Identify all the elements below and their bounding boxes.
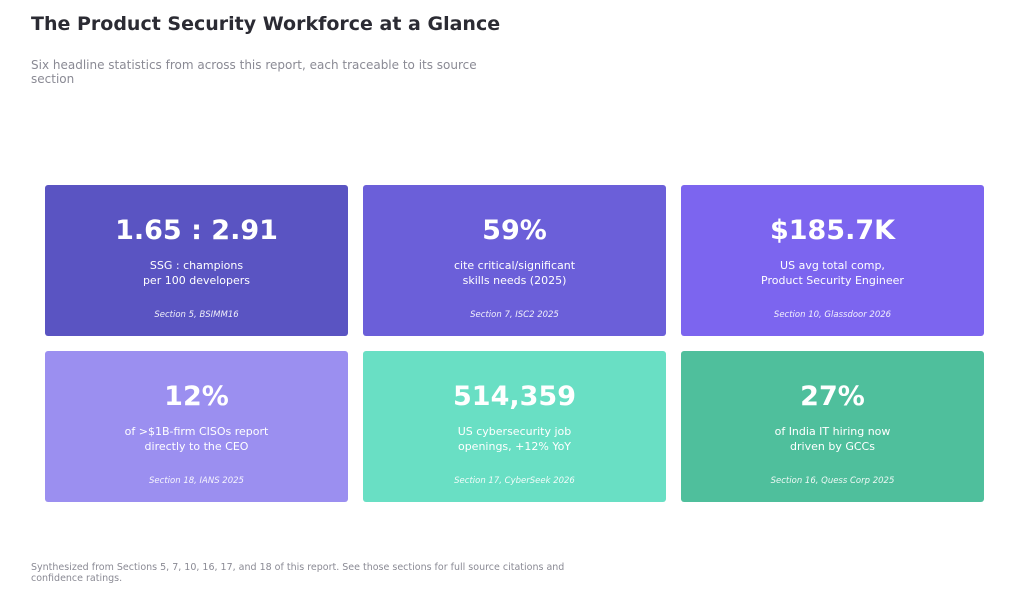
stat-description-line: US cybersecurity job <box>457 425 572 438</box>
stat-description: of India IT hiring now driven by GCCs <box>681 424 984 454</box>
stat-card-bsimm: 1.65 : 2.91 SSG : champions per 100 deve… <box>45 185 348 336</box>
stat-card-cyberseek: 514,359 US cybersecurity job openings, +… <box>363 351 666 502</box>
stat-description: US cybersecurity job openings, +12% YoY <box>363 424 666 454</box>
stat-card-quess: 27% of India IT hiring now driven by GCC… <box>681 351 984 502</box>
stat-value: 59% <box>482 215 547 246</box>
stat-description-line: directly to the CEO <box>144 440 249 453</box>
stat-description: SSG : champions per 100 developers <box>45 258 348 288</box>
stat-value: 514,359 <box>453 381 576 412</box>
stat-description-line: per 100 developers <box>142 274 251 287</box>
stat-source: Section 7, ISC2 2025 <box>470 310 559 320</box>
page-subtitle: Six headline statistics from across this… <box>31 58 477 86</box>
footer-note: Synthesized from Sections 5, 7, 10, 16, … <box>31 562 565 584</box>
stat-source: Section 18, IANS 2025 <box>149 476 244 486</box>
stat-card-ians: 12% of >$1B-firm CISOs report directly t… <box>45 351 348 502</box>
stat-source: Section 17, CyberSeek 2026 <box>454 476 575 486</box>
stat-description-line: US avg total comp, <box>780 259 885 272</box>
stat-source: Section 10, Glassdoor 2026 <box>773 310 892 320</box>
stat-card-grid: 1.65 : 2.91 SSG : champions per 100 deve… <box>45 185 984 502</box>
stat-description-line: of >$1B-firm CISOs report <box>124 425 269 438</box>
stat-card-glassdoor: $185.7K US avg total comp, Product Secur… <box>681 185 984 336</box>
stat-value: 27% <box>800 381 865 412</box>
stat-value: 12% <box>164 381 229 412</box>
stat-description-line: skills needs (2025) <box>462 274 567 287</box>
stat-description: US avg total comp, Product Security Engi… <box>681 258 984 288</box>
stat-source: Section 5, BSIMM16 <box>154 310 239 320</box>
stat-description: cite critical/significant skills needs (… <box>363 258 666 288</box>
stat-card-isc2: 59% cite critical/significant skills nee… <box>363 185 666 336</box>
page-title: The Product Security Workforce at a Glan… <box>31 13 501 35</box>
stat-description-line: cite critical/significant <box>453 259 576 272</box>
stat-source: Section 16, Quess Corp 2025 <box>770 476 895 486</box>
stat-description-line: openings, +12% YoY <box>457 440 572 453</box>
stat-description-line: Product Security Engineer <box>761 274 904 287</box>
stat-description-line: driven by GCCs <box>790 440 875 453</box>
stat-description-line: of India IT hiring now <box>774 425 891 438</box>
stat-description: of >$1B-firm CISOs report directly to th… <box>45 424 348 454</box>
stat-value: $185.7K <box>769 215 896 246</box>
stat-description-line: SSG : champions <box>149 259 244 272</box>
stat-value: 1.65 : 2.91 <box>115 215 278 246</box>
